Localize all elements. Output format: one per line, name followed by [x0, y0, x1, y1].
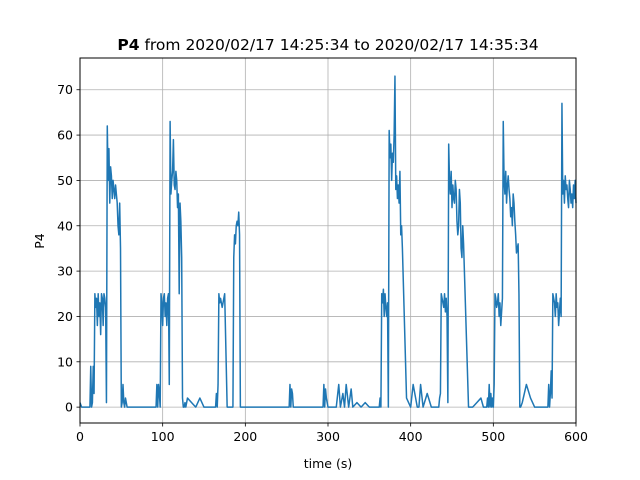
- x-tick-label: 100: [151, 429, 175, 444]
- y-tick-label: 30: [57, 264, 73, 279]
- chart-title-rest: from 2020/02/17 14:25:34 to 2020/02/17 1…: [140, 36, 539, 54]
- y-tick-label: 20: [57, 309, 73, 324]
- ticks: 0 100 200 300 400 500 600 0 10 20 30 40 50 60 70: [57, 82, 588, 444]
- y-tick-label: 10: [57, 354, 73, 369]
- chart-title: P4 from 2020/02/17 14:25:34 to 2020/02/1…: [117, 36, 538, 54]
- grid: [79, 58, 577, 423]
- x-tick-label: 200: [233, 429, 257, 444]
- x-tick-label: 400: [399, 429, 423, 444]
- x-tick-label: 500: [481, 429, 505, 444]
- y-tick-label: 50: [57, 173, 73, 188]
- x-tick-label: 600: [564, 429, 588, 444]
- x-tick-label: 300: [316, 429, 340, 444]
- series-line: [79, 75, 577, 408]
- plot-frame: [79, 57, 577, 424]
- y-tick-label: 70: [57, 82, 73, 97]
- y-tick-label: 0: [65, 400, 73, 415]
- chart-title-bold: P4: [117, 36, 139, 54]
- y-axis-label: P4: [32, 233, 47, 249]
- x-axis-label: time (s): [304, 456, 352, 471]
- y-tick-label: 40: [57, 218, 73, 233]
- y-tick-label: 60: [57, 128, 73, 143]
- x-tick-label: 0: [76, 429, 84, 444]
